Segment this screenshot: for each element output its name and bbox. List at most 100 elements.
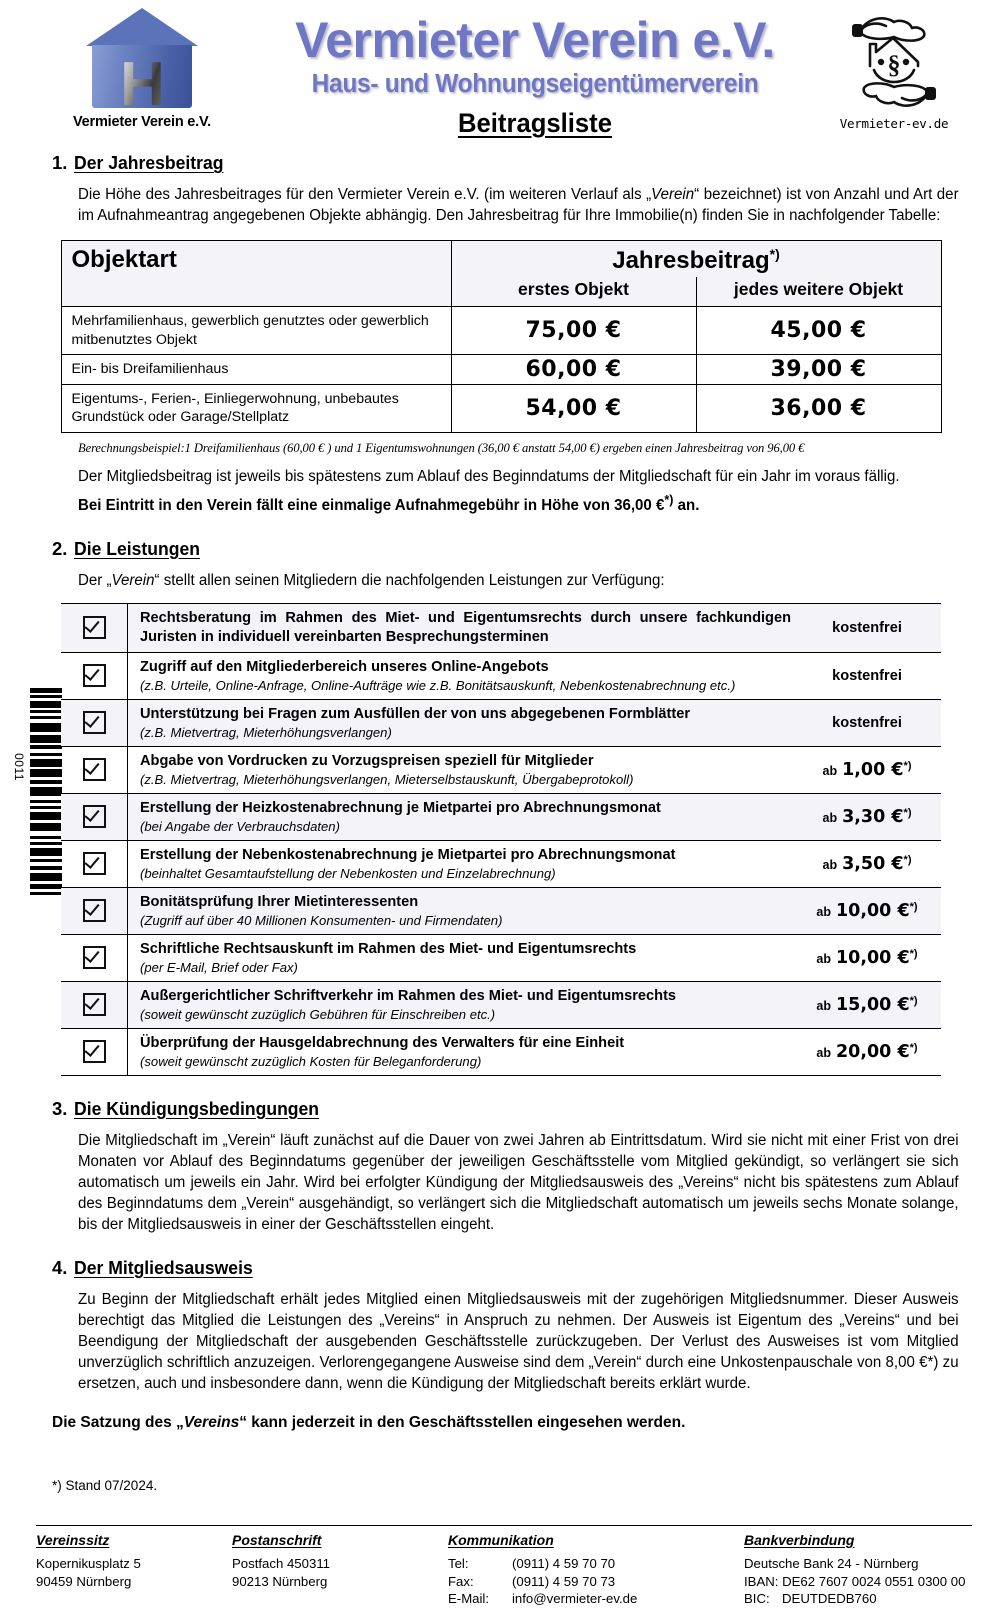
section1-due-text: Der Mitgliedsbeitrag ist jeweils bis spä… — [78, 467, 900, 485]
footer-email-label: E-Mail: — [448, 1591, 490, 1607]
title-block: Vermieter Verein e.V. Haus- und Wohnungs… — [250, 12, 820, 139]
footer-postanschrift-line2: 90213 Nürnberg — [232, 1573, 328, 1589]
paragraph-symbol: § — [888, 50, 901, 79]
statute-note-a: Die Satzung des „ — [52, 1413, 184, 1431]
list-item: Unterstützung bei Fragen zum Ausfüllen d… — [61, 699, 941, 747]
fee-col-weitere-header: jedes weitere Objekt — [695, 277, 942, 307]
service-6-checkbox-cell[interactable] — [61, 887, 128, 935]
service-8-price-prefix: ab — [816, 998, 831, 1013]
service-7-price-amount: 10,00 € — [836, 947, 910, 968]
right-logo-caption: Vermieter-ev.de — [839, 116, 949, 131]
service-4-note: (bei Angabe der Verbrauchsdaten) — [140, 818, 340, 834]
section3-title: Die Kündigungsbedingungen — [74, 1097, 320, 1119]
service-2-checkbox-cell[interactable] — [61, 699, 128, 747]
fee-group-label: Jahresbeitrag — [612, 247, 770, 274]
checkbox-checked-icon[interactable] — [82, 899, 106, 923]
section1-fee-a: Bei Eintritt in den Verein fällt eine ei… — [78, 496, 665, 514]
service-8-text: Außergerichtlicher Schriftverkehr im Rah… — [127, 981, 801, 1029]
hands-house-paragraph-icon: § — [852, 17, 936, 107]
page-header: H Vermieter Verein e.V. Vermieter Verein… — [0, 0, 1002, 152]
left-logo-caption: Vermieter Verein e.V. — [73, 114, 211, 130]
checkbox-checked-icon[interactable] — [82, 946, 106, 970]
service-4-text: Erstellung der Heizkostenabrechnung je M… — [127, 793, 801, 841]
checkbox-checked-icon[interactable] — [82, 664, 106, 688]
service-6-price: ab 10,00 €*) — [801, 887, 941, 935]
checkbox-checked-icon[interactable] — [82, 805, 106, 829]
service-5-price-prefix: ab — [822, 857, 838, 872]
fee-row-2-erstes: 54,00 € — [450, 383, 697, 433]
service-7-checkbox-cell[interactable] — [61, 934, 128, 982]
service-5-price-amount: 3,50 € — [842, 853, 904, 874]
section1-fee-footnote: *) — [664, 491, 674, 507]
service-8-checkbox-cell[interactable] — [61, 981, 128, 1029]
section1-number: 1. — [52, 152, 68, 173]
footer-bank-name: Deutsche Bank 24 - Nürnberg — [744, 1556, 919, 1572]
service-7-title: Schriftliche Rechtsauskunft im Rahmen de… — [140, 940, 637, 957]
service-6-note: (Zugriff auf über 40 Millionen Konsument… — [140, 912, 503, 928]
service-8-title: Außergerichtlicher Schriftverkehr im Rah… — [140, 987, 677, 1004]
table-row: Ein- bis Dreifamilienhaus 60,00 € 39,00 … — [60, 354, 942, 385]
service-6-price-footnote: *) — [909, 900, 918, 913]
service-4-checkbox-cell[interactable] — [61, 793, 128, 841]
service-0-checkbox-cell[interactable] — [61, 603, 128, 653]
footer-vereinssitz-line1: Kopernikusplatz 5 — [36, 1556, 141, 1572]
footer-tel-label: Tel: — [448, 1556, 469, 1572]
checkbox-checked-icon[interactable] — [82, 852, 106, 876]
checkbox-checked-icon[interactable] — [82, 1040, 106, 1064]
checkbox-checked-icon[interactable] — [82, 616, 106, 640]
barcode-bars — [30, 688, 62, 895]
service-6-title: Bonitätsprüfung Ihrer Mietinteressenten — [140, 893, 419, 910]
service-5-text: Erstellung der Nebenkostenabrechnung je … — [128, 840, 802, 887]
service-3-price-footnote: *) — [903, 759, 912, 772]
fee-col-erstes-header: erstes Objekt — [450, 277, 697, 307]
service-9-price-footnote: *) — [909, 1041, 918, 1054]
service-5-checkbox-cell[interactable] — [61, 840, 128, 888]
checkbox-checked-icon[interactable] — [82, 711, 106, 735]
service-9-text: Überprüfung der Hausgeldabrechnung des V… — [128, 1028, 802, 1075]
service-1-checkbox-cell[interactable] — [61, 652, 128, 700]
footer-tel-row: Tel: (0911) 4 59 70 70 — [448, 1555, 744, 1573]
list-item: Erstellung der Heizkostenabrechnung je M… — [61, 793, 941, 841]
footer-col-bankverbindung: Bankverbindung Deutsche Bank 24 - Nürnbe… — [744, 1532, 972, 1608]
section2-intro-em: Verein — [111, 571, 155, 589]
fee-row-1-erstes: 60,00 € — [450, 354, 697, 385]
footer-kommunikation-heading: Kommunikation — [448, 1531, 554, 1548]
section4-heading: 4. Der Mitgliedsausweis — [52, 1257, 1002, 1279]
left-logo-block: H Vermieter Verein e.V. — [42, 8, 242, 130]
org-subtitle: Haus- und Wohnungseigentümerverein — [311, 70, 759, 98]
checkbox-checked-icon[interactable] — [82, 758, 106, 782]
service-2-price: kostenfrei — [801, 699, 941, 747]
footer-email-value[interactable]: info@vermieter-ev.de — [512, 1591, 638, 1607]
section1-intro-a: Die Höhe des Jahresbeitrages für den Ver… — [78, 186, 652, 203]
footer-divider — [36, 1524, 972, 1526]
house-roof-shape — [86, 8, 198, 46]
footer-vereinssitz-heading: Vereinssitz — [36, 1531, 110, 1548]
footer-col-kommunikation: Kommunikation Tel: (0911) 4 59 70 70 Fax… — [448, 1532, 744, 1608]
fee-col-objektart-header: Objektart — [60, 240, 452, 307]
right-logo-block: § Vermieter-ev.de — [814, 10, 974, 131]
service-3-checkbox-cell[interactable] — [61, 746, 128, 794]
service-9-checkbox-cell[interactable] — [61, 1028, 128, 1076]
fee-row-0-erstes: 75,00 € — [450, 306, 697, 355]
checkbox-checked-icon[interactable] — [82, 993, 106, 1017]
fee-table-header-row: Objektart Jahresbeitrag*) — [60, 240, 942, 307]
barcode: 0011 — [12, 688, 62, 895]
section2-title: Die Leistungen — [74, 537, 200, 559]
service-7-note: (per E-Mail, Brief oder Fax) — [140, 959, 298, 975]
footer-fax-value: (0911) 4 59 70 73 — [512, 1573, 616, 1589]
section3-paragraph: Die Mitgliedschaft im „Verein“ läuft zun… — [78, 1131, 959, 1233]
section-kuendigungsbedingungen: 3. Die Kündigungsbedingungen Die Mitglie… — [0, 1098, 1002, 1235]
service-3-price: ab 1,00 €*) — [801, 746, 941, 793]
service-9-price-amount: 20,00 € — [836, 1041, 910, 1062]
footer-bank-iban: IBAN: DE62 7607 0024 0551 0300 00 — [744, 1573, 966, 1589]
footer-bank-bic-row: BIC: DEUTDEDB760 — [744, 1590, 972, 1608]
footer-bank-bic-label: BIC: — [744, 1591, 770, 1607]
section4-paragraph: Zu Beginn der Mitgliedschaft erhält jede… — [78, 1290, 959, 1392]
list-item: Zugriff auf den Mitgliederbereich unsere… — [61, 652, 941, 700]
fee-table: Objektart Jahresbeitrag*) erstes Objekt … — [60, 240, 942, 433]
fee-table-subheader-row: erstes Objekt jedes weitere Objekt — [61, 277, 942, 307]
service-9-price-prefix: ab — [816, 1045, 831, 1060]
service-2-text: Unterstützung bei Fragen zum Ausfüllen d… — [127, 699, 801, 747]
service-9-price: ab 20,00 €*) — [801, 1028, 941, 1075]
section2-intro-b: “ stellt allen seinen Mitgliedern die na… — [154, 571, 665, 589]
